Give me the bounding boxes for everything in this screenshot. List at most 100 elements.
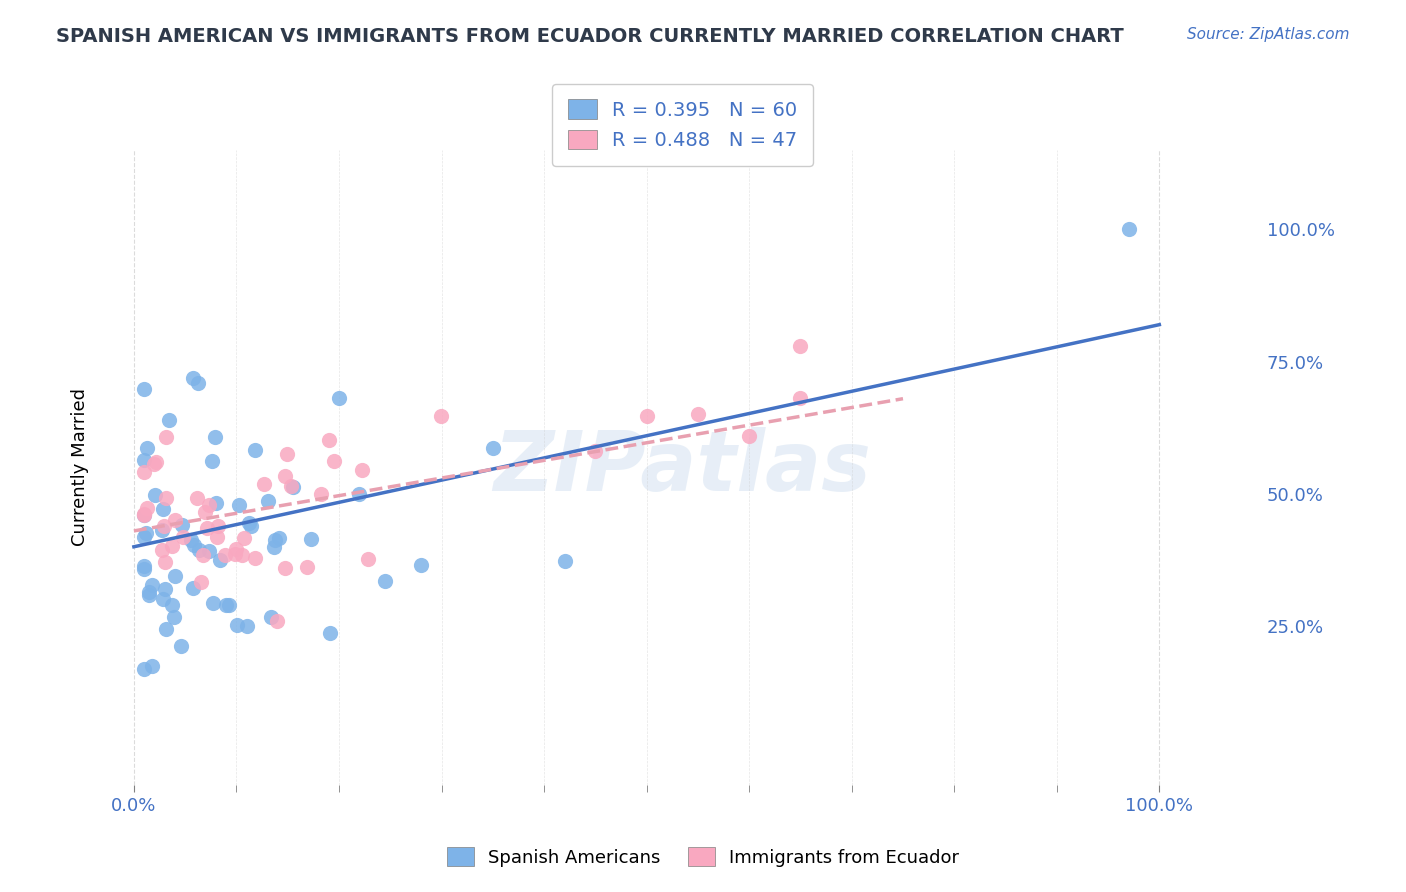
Point (374, 574, 396, 588)
Point (409, 558, 432, 572)
Text: ZIPatlas: ZIPatlas (494, 427, 872, 508)
Point (143, 457, 166, 471)
Point (143, 487, 166, 501)
Point (190, 575, 212, 590)
Point (260, 610, 283, 624)
Point (134, 530, 156, 544)
Point (349, 486, 371, 500)
Point (228, 498, 250, 512)
Point (155, 622, 177, 636)
Point (214, 548, 236, 562)
Point (276, 447, 298, 461)
Point (267, 531, 290, 545)
Point (264, 533, 287, 547)
Point (280, 479, 302, 493)
Legend: Spanish Americans, Immigrants from Ecuador: Spanish Americans, Immigrants from Ecuad… (440, 840, 966, 874)
Point (193, 505, 215, 519)
Point (160, 599, 183, 613)
Point (274, 469, 297, 483)
Point (357, 552, 380, 566)
Point (636, 409, 658, 424)
Point (257, 493, 280, 508)
Point (160, 539, 183, 553)
Point (201, 454, 224, 468)
Point (205, 496, 228, 510)
Point (236, 619, 259, 633)
Point (273, 561, 295, 575)
Point (225, 617, 247, 632)
Point (319, 626, 342, 640)
Point (201, 596, 224, 610)
Point (207, 518, 229, 533)
Point (195, 521, 218, 535)
Point (218, 598, 240, 612)
Point (138, 589, 160, 603)
Point (150, 542, 173, 557)
Point (240, 518, 263, 533)
Point (159, 412, 181, 426)
Point (193, 549, 215, 563)
Point (135, 500, 157, 515)
Point (789, 339, 811, 353)
Point (134, 453, 156, 467)
Point (209, 553, 232, 567)
Point (183, 537, 205, 551)
Point (134, 559, 156, 574)
Point (583, 443, 606, 458)
Point (138, 584, 160, 599)
Point (187, 376, 209, 391)
Point (263, 540, 285, 554)
Point (311, 487, 333, 501)
Point (134, 382, 156, 396)
Point (134, 562, 156, 576)
Point (163, 569, 186, 583)
Point (297, 560, 319, 574)
Point (153, 518, 176, 533)
Point (232, 531, 254, 545)
Point (181, 371, 204, 385)
Point (141, 659, 163, 673)
Point (243, 442, 266, 457)
Point (134, 662, 156, 676)
Point (224, 548, 246, 562)
Point (152, 501, 174, 516)
Point (299, 532, 322, 546)
Point (155, 430, 177, 444)
Point (134, 507, 156, 521)
Point (198, 498, 221, 512)
Point (198, 544, 221, 558)
Point (207, 530, 229, 544)
Point (136, 442, 159, 456)
Point (253, 476, 276, 491)
Point (179, 533, 201, 547)
Point (243, 551, 266, 566)
Point (789, 391, 811, 405)
Point (283, 480, 305, 494)
Point (686, 407, 709, 421)
Text: SPANISH AMERICAN VS IMMIGRANTS FROM ECUADOR CURRENTLY MARRIED CORRELATION CHART: SPANISH AMERICAN VS IMMIGRANTS FROM ECUA… (56, 27, 1123, 45)
Legend: R = 0.395   N = 60, R = 0.488   N = 47: R = 0.395 N = 60, R = 0.488 N = 47 (553, 84, 813, 166)
Point (155, 491, 177, 505)
Point (135, 525, 157, 540)
Point (134, 508, 156, 522)
Point (163, 513, 186, 527)
Point (204, 430, 226, 444)
Point (172, 530, 194, 544)
Point (225, 541, 247, 556)
Point (155, 582, 177, 596)
Point (155, 555, 177, 569)
Point (169, 639, 191, 653)
Point (482, 441, 505, 455)
Point (134, 465, 156, 479)
Point (163, 610, 186, 624)
Point (328, 391, 350, 405)
Point (738, 429, 761, 443)
Point (150, 524, 173, 538)
Point (231, 548, 253, 562)
Point (134, 508, 156, 523)
Point (238, 516, 260, 530)
Point (429, 409, 451, 423)
Point (215, 598, 238, 612)
Point (266, 614, 288, 628)
Point (554, 553, 576, 567)
